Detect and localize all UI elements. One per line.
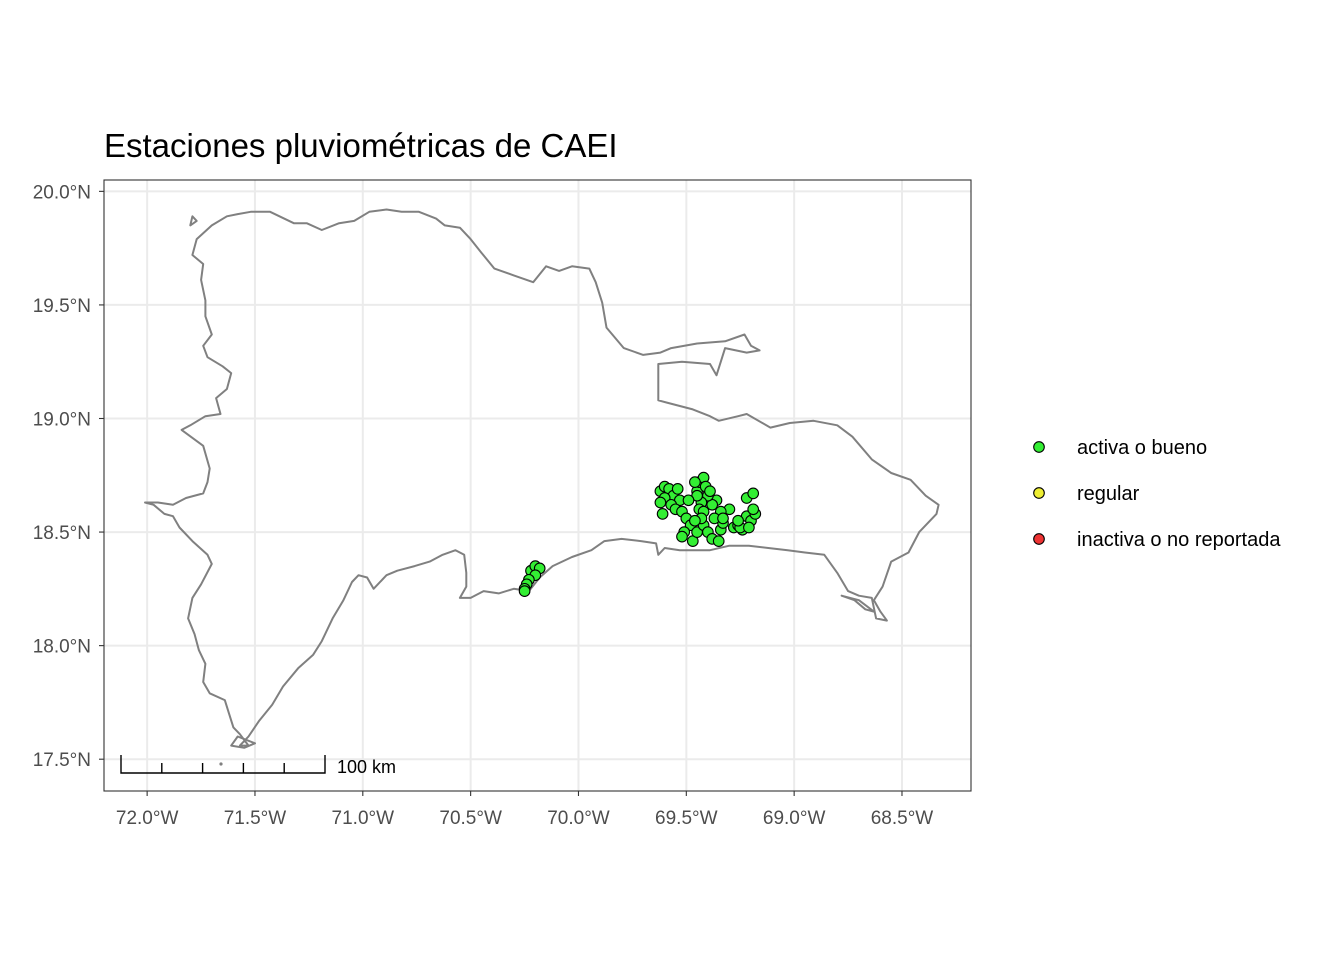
legend: activa o bueno regular inactiva o no repor… [1033, 437, 1281, 551]
country-outline-island-1 [230, 735, 256, 749]
station-point-activa-35 [689, 476, 701, 488]
x-tick-label-7: 68.5°W [871, 808, 934, 829]
x-tick-label-1: 71.5°W [224, 808, 287, 829]
x-tick-label-6: 69.0°W [763, 808, 826, 829]
panel-border [103, 179, 972, 792]
country-outline-island-2 [189, 215, 198, 227]
station-point-activa-40 [689, 514, 701, 527]
map-title: Estaciones pluviométricas de CAEI [104, 127, 618, 164]
legend-label-activa: activa o bueno [1077, 437, 1207, 459]
x-axis: 72.0°W 71.5°W 71.0°W 70.5°W 70.0°W 69.5°W 69.0… [116, 791, 933, 829]
y-axis: 17.5°N 18.0°N 18.5°N 19.0°N 19.5°N 20.0°N [33, 182, 104, 771]
scale-bar-label: 100 km [337, 757, 396, 777]
station-point-activa-8 [656, 508, 669, 520]
station-point-activa-63 [518, 585, 531, 597]
y-tick-label-4: 19.5°N [33, 296, 91, 317]
station-points [518, 471, 762, 597]
station-point-activa-54 [717, 512, 729, 525]
legend-key-regular [1033, 487, 1045, 499]
y-tick-label-3: 19.0°N [33, 409, 91, 430]
y-tick-label-1: 18.0°N [33, 637, 91, 658]
station-point-activa-37 [704, 485, 716, 498]
station-point-activa-52 [682, 494, 695, 507]
station-point-activa-47 [747, 503, 760, 516]
x-tick-label-0: 72.0°W [116, 808, 179, 829]
scale-bar-dot [219, 762, 223, 766]
x-tick-label-4: 70.0°W [547, 808, 610, 829]
station-point-activa-15 [676, 530, 688, 543]
y-tick-label-0: 17.5°N [33, 750, 91, 771]
y-tick-label-2: 18.5°N [33, 523, 91, 544]
station-point-activa-55 [732, 514, 744, 527]
scale-bar-ruler [120, 755, 326, 774]
legend-label-inactiva: inactiva o no reportada [1077, 529, 1281, 551]
x-tick-label-5: 69.5°W [655, 808, 718, 829]
country-outline-mainland [144, 208, 940, 747]
station-point-activa-7 [654, 496, 667, 509]
legend-key-activa [1033, 441, 1045, 453]
x-tick-label-2: 71.0°W [332, 808, 395, 829]
country-outline-island-0 [840, 594, 875, 613]
station-point-activa-4 [671, 483, 684, 495]
x-tick-label-3: 70.5°W [439, 808, 502, 829]
legend-label-regular: regular [1077, 483, 1140, 505]
grid-lines [104, 180, 971, 791]
legend-key-inactiva [1033, 533, 1045, 545]
station-point-activa-49 [747, 487, 760, 500]
scale-bar: 100 km [120, 755, 396, 777]
y-tick-label-5: 20.0°N [33, 182, 91, 203]
country-outline [144, 208, 940, 749]
station-point-activa-51 [743, 521, 755, 534]
station-point-activa-21 [712, 535, 725, 547]
